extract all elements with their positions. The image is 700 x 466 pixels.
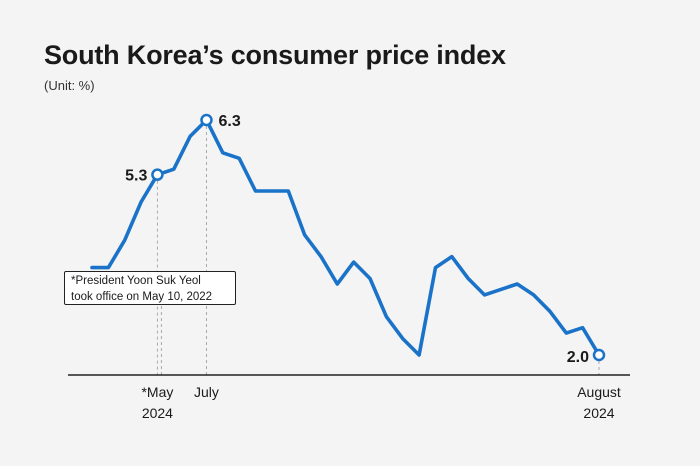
value-label-2: 2.0 [567, 349, 589, 366]
note-line-1: *President Yoon Suk Yeol [71, 275, 201, 287]
guide-lines [156, 126, 600, 375]
x-tick-label-1: July [194, 384, 219, 400]
unit-label: (Unit: %) [44, 78, 95, 93]
point-marker-2 [592, 348, 606, 362]
point-marker-0 [151, 168, 164, 181]
point-markers [151, 113, 606, 362]
chart-title: South Korea’s consumer price index [44, 40, 506, 70]
point-marker-1 [200, 113, 213, 127]
x-tick-label-0-year: 2024 [142, 405, 173, 421]
x-tick-label-0: *May [141, 384, 173, 400]
value-label-1: 6.3 [218, 113, 240, 130]
value-label-0: 5.3 [125, 168, 147, 185]
cpi-series-line [90, 118, 601, 357]
x-tick-label-2-year: 2024 [583, 405, 614, 421]
x-tick-label-2: August [577, 384, 621, 400]
value-labels: 5.3 6.3 2.0 [125, 113, 589, 366]
x-tick-labels: *May 2024 July August 2024 [141, 384, 620, 421]
note-line-2: took office on May 10, 2022 [71, 291, 213, 303]
annotation-note: *President Yoon Suk Yeol took office on … [64, 271, 236, 305]
